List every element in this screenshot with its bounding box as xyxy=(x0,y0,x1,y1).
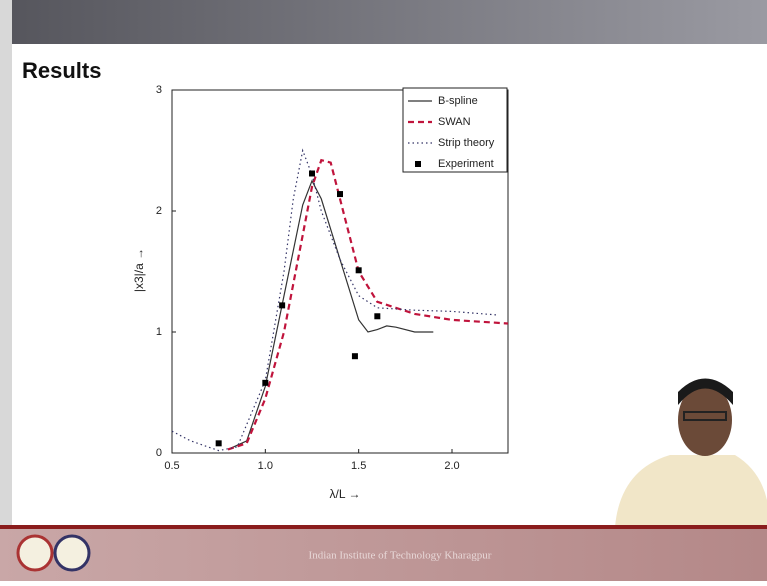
data-point xyxy=(374,313,380,319)
logo xyxy=(18,536,52,570)
data-point xyxy=(262,380,268,386)
data-point xyxy=(279,302,285,308)
x-tick-label: 0.5 xyxy=(164,460,179,472)
legend-label: Strip theory xyxy=(438,137,495,149)
footer-text: Indian Institute of Technology Kharagpur xyxy=(309,550,492,562)
logo xyxy=(55,536,89,570)
series-line xyxy=(228,160,508,449)
data-point xyxy=(352,353,358,359)
y-tick-label: 0 xyxy=(156,447,162,459)
x-tick-label: 1.0 xyxy=(258,460,273,472)
y-axis-label: |x3|/a → xyxy=(132,248,146,292)
y-tick-label: 2 xyxy=(156,205,162,217)
legend-label: SWAN xyxy=(438,116,471,128)
data-point xyxy=(309,170,315,176)
legend-label: Experiment xyxy=(438,158,494,170)
header-bar xyxy=(0,0,767,44)
y-tick-label: 3 xyxy=(156,84,162,96)
y-tick-label: 1 xyxy=(156,326,162,338)
x-tick-label: 2.0 xyxy=(444,460,459,472)
footer-line xyxy=(0,525,767,529)
presenter xyxy=(615,379,767,528)
slide-title: Results xyxy=(22,58,101,83)
slide: Results Indian Institute of Technology K… xyxy=(0,0,767,581)
data-point xyxy=(337,191,343,197)
x-axis-label: λ/L → xyxy=(330,487,361,501)
page: {"slide_title": "Results", "footer": "In… xyxy=(0,0,767,581)
x-tick-label: 1.5 xyxy=(351,460,366,472)
data-point xyxy=(216,440,222,446)
series-line xyxy=(172,151,499,451)
legend-label: B-spline xyxy=(438,95,478,107)
legend-marker xyxy=(415,161,421,167)
data-point xyxy=(356,267,362,273)
left-edge xyxy=(0,0,12,581)
series-line xyxy=(228,181,433,450)
